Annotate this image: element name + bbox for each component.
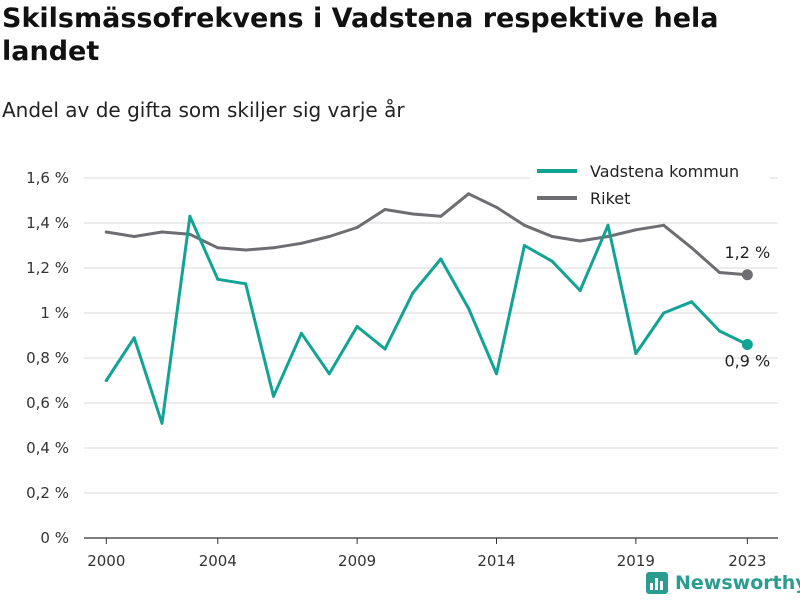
data-point	[717, 271, 721, 274]
data-point	[662, 223, 666, 227]
data-point	[160, 230, 164, 234]
data-point	[132, 235, 136, 238]
x-tick-label: 2014	[477, 552, 515, 570]
data-point	[690, 246, 694, 250]
data-point	[104, 379, 108, 382]
data-point	[606, 235, 610, 238]
data-point	[299, 241, 303, 245]
data-point	[717, 329, 721, 333]
data-point	[188, 232, 192, 236]
data-point	[299, 331, 303, 335]
x-axis: 2000 2004 2009 2014 2019 2023	[87, 538, 766, 570]
brand-logo: Newsworthy	[645, 570, 800, 596]
data-point	[522, 244, 526, 247]
legend-background	[530, 156, 770, 212]
data-point	[606, 223, 610, 227]
data-point	[634, 228, 638, 232]
end-point-marker	[741, 269, 753, 281]
chart-title: Skilsmässofrekvens i Vadstena respektive…	[2, 3, 719, 67]
y-tick-label: 1,2 %	[26, 259, 69, 277]
data-point	[160, 421, 164, 425]
series-lines	[104, 192, 753, 425]
data-point	[272, 246, 276, 250]
newsworthy-logo-icon	[646, 572, 668, 594]
data-point	[550, 235, 554, 238]
data-point	[104, 230, 108, 234]
data-point	[662, 311, 666, 315]
data-point	[411, 212, 415, 216]
data-point	[411, 291, 415, 295]
y-tick-label: 0,6 %	[26, 394, 69, 412]
end-point-marker	[741, 339, 753, 350]
data-point	[244, 282, 248, 286]
data-point	[216, 246, 220, 250]
data-point	[494, 372, 498, 376]
data-point	[355, 325, 359, 328]
x-tick-label: 2000	[87, 552, 125, 570]
y-tick-label: 1,6 %	[26, 169, 69, 187]
data-point	[578, 239, 582, 243]
series-line-riket	[104, 192, 749, 277]
data-point	[578, 289, 582, 292]
x-tick-label: 2004	[199, 552, 237, 570]
data-point	[634, 352, 638, 355]
y-tick-label: 0,4 %	[26, 439, 69, 457]
y-tick-label: 0,8 %	[26, 349, 69, 367]
brand-name: Newsworthy	[675, 572, 800, 594]
data-point	[383, 208, 387, 211]
data-point	[355, 226, 359, 229]
end-labels: 1,2 % 0,9 %	[724, 243, 770, 371]
x-tick-label: 2009	[338, 552, 376, 570]
chart-subtitle: Andel av de gifta som skiljer sig varje …	[2, 98, 405, 122]
data-point	[327, 372, 331, 376]
data-point	[550, 259, 554, 263]
data-point	[216, 277, 220, 281]
x-tick-label: 2023	[728, 552, 766, 570]
x-tick-label: 2019	[617, 552, 655, 570]
data-point	[383, 347, 387, 351]
data-point	[467, 307, 471, 310]
legend-label: Riket	[590, 189, 630, 208]
y-axis: 0 % 0,2 % 0,4 % 0,6 % 0,8 % 1 % 1,2 % 1,4 % 1,6 …	[26, 169, 69, 547]
legend: Vadstena kommun Riket	[530, 156, 770, 212]
data-point	[244, 248, 248, 252]
data-point	[272, 394, 276, 398]
data-point	[494, 205, 498, 209]
data-point	[439, 257, 443, 261]
series-line-vadstena	[104, 214, 749, 425]
data-point	[690, 300, 694, 304]
y-tick-label: 1 %	[40, 304, 69, 322]
data-point	[522, 223, 526, 227]
data-point	[467, 192, 471, 196]
data-point	[188, 214, 192, 218]
end-value-label: 1,2 %	[724, 243, 770, 262]
gridlines	[84, 177, 778, 539]
legend-label: Vadstena kommun	[590, 162, 739, 181]
data-point	[327, 235, 331, 238]
data-point	[132, 336, 136, 340]
y-tick-label: 0,2 %	[26, 484, 69, 502]
end-value-label: 0,9 %	[724, 352, 770, 371]
y-tick-label: 0 %	[40, 529, 69, 547]
data-point	[439, 214, 443, 218]
y-tick-label: 1,4 %	[26, 214, 69, 232]
